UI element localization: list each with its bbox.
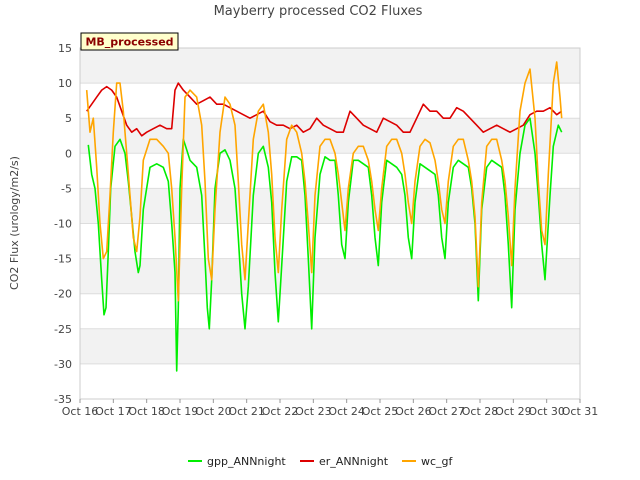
dataset-tag: MB_processed [80, 32, 179, 51]
legend: gpp_ANNnight er_ANNnight wc_gf [188, 455, 454, 468]
y-tick-label: -20 [54, 288, 72, 301]
x-tick-label: Oct 22 [262, 405, 299, 418]
x-tick-label: Oct 29 [495, 405, 532, 418]
plot-band [80, 83, 580, 119]
y-axis-ticks: 15 10 5 0 -5 -10 -15 -20 -25 -30 -35 [54, 42, 72, 406]
legend-label-wc: wc_gf [421, 455, 454, 468]
x-tick-label: Oct 19 [162, 405, 199, 418]
legend-label-er: er_ANNnight [319, 455, 389, 468]
plot-band [80, 363, 580, 399]
x-tick-label: Oct 16 [62, 405, 99, 418]
x-tick-label: Oct 30 [528, 405, 565, 418]
x-tick-label: Oct 23 [295, 405, 332, 418]
plot-band [80, 188, 580, 224]
plot-band [80, 293, 580, 329]
y-axis-label: CO2 Flux (urology/m2/s) [8, 156, 21, 290]
y-tick-label: -35 [54, 393, 72, 406]
plot-band [80, 118, 580, 154]
y-tick-label: -10 [54, 218, 72, 231]
y-tick-label: 15 [58, 42, 72, 55]
x-tick-label: Oct 27 [428, 405, 465, 418]
plot-band [80, 48, 580, 84]
x-tick-label: Oct 24 [328, 405, 365, 418]
plot-band [80, 258, 580, 294]
y-tick-label: -30 [54, 358, 72, 371]
y-tick-label: 10 [58, 77, 72, 90]
chart-title: Mayberry processed CO2 Fluxes [214, 4, 423, 19]
plot-band [80, 153, 580, 189]
x-tick-label: Oct 17 [95, 405, 132, 418]
x-tick-label: Oct 31 [562, 405, 599, 418]
x-tick-label: Oct 21 [228, 405, 265, 418]
y-tick-label: 0 [65, 147, 72, 160]
series-lines [85, 61, 563, 372]
plot-band [80, 328, 580, 364]
y-tick-label: -5 [61, 182, 72, 195]
plot-band [80, 223, 580, 259]
y-tick-label: 5 [65, 112, 72, 125]
x-tick-label: Oct 25 [362, 405, 399, 418]
x-tick-label: Oct 28 [462, 405, 499, 418]
x-tick-label: Oct 26 [395, 405, 432, 418]
dataset-tag-box [80, 32, 179, 51]
x-tick-label: Oct 18 [128, 405, 165, 418]
y-tick-label: -15 [54, 253, 72, 266]
series-line-er_ANNnight [86, 82, 563, 137]
x-tick-label: Oct 20 [195, 405, 232, 418]
plot-background [80, 48, 580, 399]
y-tick-label: -25 [54, 323, 72, 336]
dataset-tag-label: MB_processed [85, 36, 173, 49]
series-line-wc_gf [85, 61, 563, 302]
legend-label-gpp: gpp_ANNnight [207, 455, 286, 468]
plot-frame [79, 47, 581, 400]
